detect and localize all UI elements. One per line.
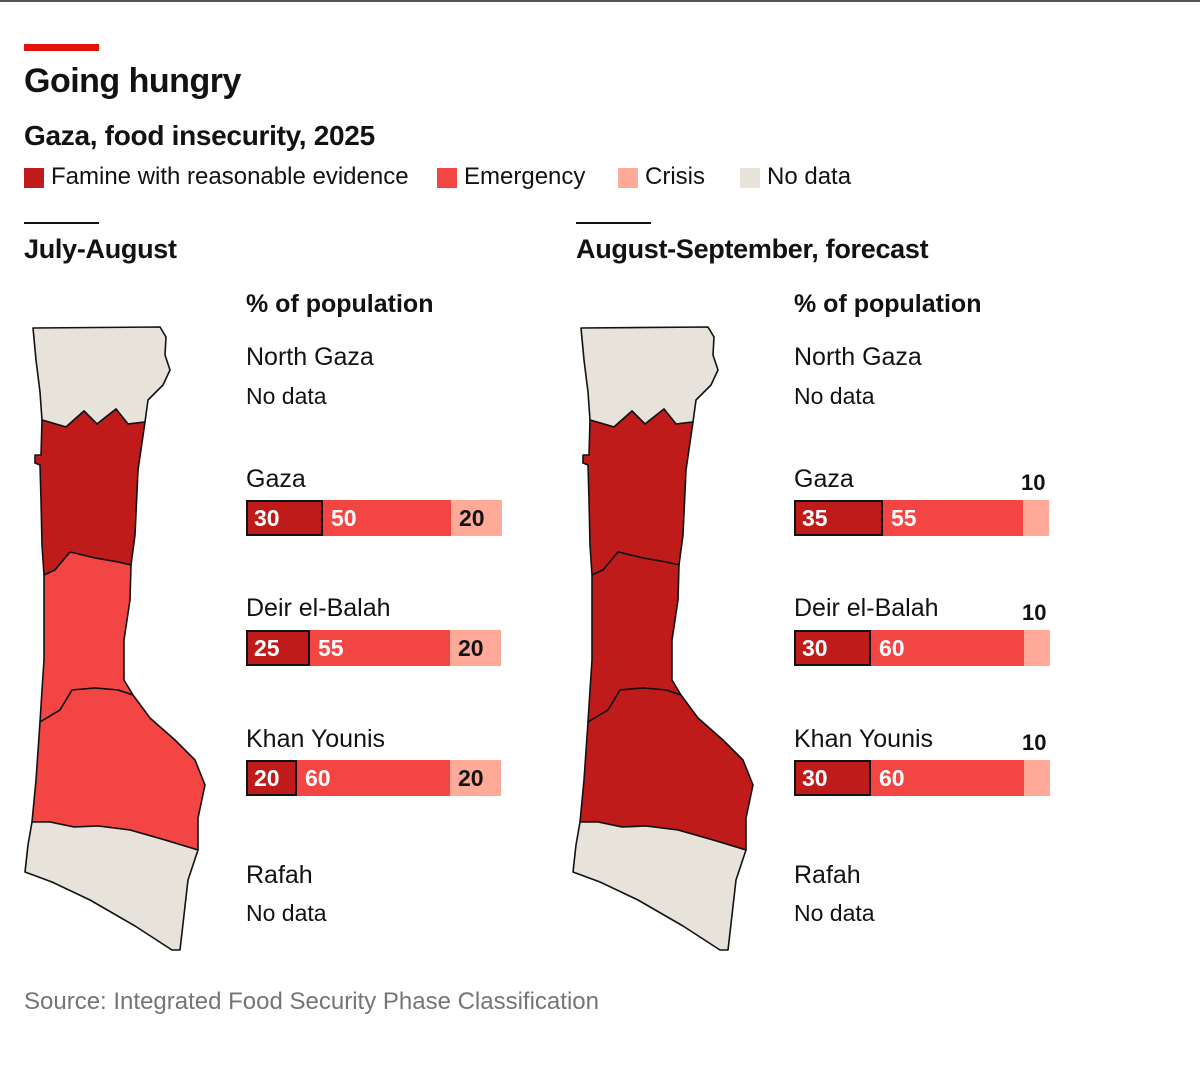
bar-value-crisis: 20 bbox=[458, 635, 484, 661]
region-name-rafah: Rafah bbox=[246, 861, 313, 889]
legend-swatch-famine bbox=[24, 168, 44, 188]
region-name-rafah: Rafah bbox=[794, 861, 861, 889]
bar-value-emergency: 55 bbox=[891, 505, 917, 531]
top-rule bbox=[0, 0, 1200, 2]
bar-segment-famine bbox=[246, 630, 310, 666]
legend-label-no-data: No data bbox=[767, 163, 852, 190]
map-region-north-gaza bbox=[580, 326, 719, 428]
legend-swatch-no-data bbox=[740, 168, 760, 188]
legend-swatch-emergency bbox=[437, 168, 457, 188]
bar-segment-emergency bbox=[297, 760, 450, 796]
bar-value-crisis: 20 bbox=[459, 505, 485, 531]
no-data-north-gaza: No data bbox=[794, 383, 875, 409]
bar-value-famine: 30 bbox=[802, 635, 828, 661]
bar-segment-emergency bbox=[323, 500, 451, 536]
region-name-north-gaza: North Gaza bbox=[794, 343, 922, 371]
bar-segment-emergency bbox=[871, 630, 1024, 666]
bar-segment-emergency bbox=[883, 500, 1023, 536]
bar-segment-emergency bbox=[310, 630, 450, 666]
map-region-gaza bbox=[582, 408, 694, 576]
bar-value-famine: 30 bbox=[254, 505, 280, 531]
bar-deir-el-balah: 25 55 20 bbox=[246, 630, 501, 666]
pop-label-left: % of population bbox=[246, 290, 434, 318]
bar-khan-younis: 20 60 20 bbox=[246, 760, 501, 796]
panel-title-august-september: August-September, forecast bbox=[576, 234, 929, 264]
bar-segment-crisis bbox=[450, 630, 501, 666]
bar-value-emergency: 60 bbox=[879, 635, 905, 661]
map-region-gaza bbox=[34, 408, 146, 576]
chart-subtitle: Gaza, food insecurity, 2025 bbox=[24, 120, 375, 151]
legend-label-emergency: Emergency bbox=[464, 163, 586, 190]
no-data-rafah: No data bbox=[794, 900, 875, 926]
source-note: Source: Integrated Food Security Phase C… bbox=[24, 988, 599, 1015]
bar-value-crisis: 10 bbox=[1022, 730, 1047, 755]
bar-khan-younis: 30 60 10 bbox=[794, 730, 1050, 796]
legend-label-famine: Famine with reasonable evidence bbox=[51, 163, 409, 190]
bar-value-emergency: 50 bbox=[331, 505, 357, 531]
bar-deir-el-balah: 30 60 10 bbox=[794, 600, 1050, 666]
map-region-north-gaza bbox=[32, 326, 171, 428]
pop-label-right: % of population bbox=[794, 290, 982, 318]
bar-segment-famine bbox=[794, 630, 871, 666]
region-name-deir-el-balah: Deir el-Balah bbox=[794, 594, 939, 622]
region-name-deir-el-balah: Deir el-Balah bbox=[246, 594, 391, 622]
bar-segment-crisis bbox=[450, 760, 501, 796]
region-name-north-gaza: North Gaza bbox=[246, 343, 374, 371]
bar-value-famine: 20 bbox=[254, 765, 280, 791]
bar-segment-emergency bbox=[871, 760, 1024, 796]
bar-value-famine: 25 bbox=[254, 635, 280, 661]
region-name-khan-younis: Khan Younis bbox=[246, 725, 386, 753]
bar-segment-crisis bbox=[451, 500, 502, 536]
bar-value-crisis: 20 bbox=[458, 765, 484, 791]
bar-segment-famine bbox=[794, 500, 883, 536]
map-august-september bbox=[572, 326, 754, 951]
map-region-rafah bbox=[24, 821, 199, 951]
no-data-rafah: No data bbox=[246, 900, 327, 926]
map-region-rafah bbox=[572, 821, 747, 951]
bar-value-famine: 35 bbox=[802, 505, 828, 531]
bar-value-famine: 30 bbox=[802, 765, 828, 791]
bar-segment-crisis bbox=[1023, 500, 1049, 536]
bar-value-emergency: 60 bbox=[305, 765, 331, 791]
bar-segment-famine bbox=[246, 500, 323, 536]
legend-swatch-crisis bbox=[618, 168, 638, 188]
map-july-august bbox=[24, 326, 206, 951]
accent-bar bbox=[24, 44, 99, 51]
no-data-north-gaza: No data bbox=[246, 383, 327, 409]
bar-segment-famine bbox=[794, 760, 871, 796]
bar-gaza: 35 55 10 bbox=[794, 470, 1049, 536]
map-region-deir-el-balah bbox=[39, 551, 134, 723]
bar-segment-famine bbox=[246, 760, 297, 796]
bar-value-crisis: 10 bbox=[1021, 470, 1046, 495]
bar-segment-crisis bbox=[1024, 760, 1050, 796]
bar-value-emergency: 60 bbox=[879, 765, 905, 791]
region-name-khan-younis: Khan Younis bbox=[794, 725, 934, 753]
map-region-khan-younis bbox=[579, 687, 754, 851]
legend-label-crisis: Crisis bbox=[645, 163, 705, 190]
map-region-deir-el-balah bbox=[587, 551, 682, 723]
region-name-gaza: Gaza bbox=[794, 465, 854, 493]
map-region-khan-younis bbox=[31, 687, 206, 851]
bar-gaza: 30 50 20 bbox=[246, 500, 502, 536]
bar-value-emergency: 55 bbox=[318, 635, 344, 661]
panel-rule-left bbox=[24, 222, 99, 224]
bar-segment-crisis bbox=[1024, 630, 1050, 666]
panel-rule-right bbox=[576, 222, 651, 224]
region-name-gaza: Gaza bbox=[246, 465, 306, 493]
panel-title-july-august: July-August bbox=[24, 234, 177, 264]
bar-value-crisis: 10 bbox=[1022, 600, 1047, 625]
chart-title: Going hungry bbox=[24, 62, 241, 100]
